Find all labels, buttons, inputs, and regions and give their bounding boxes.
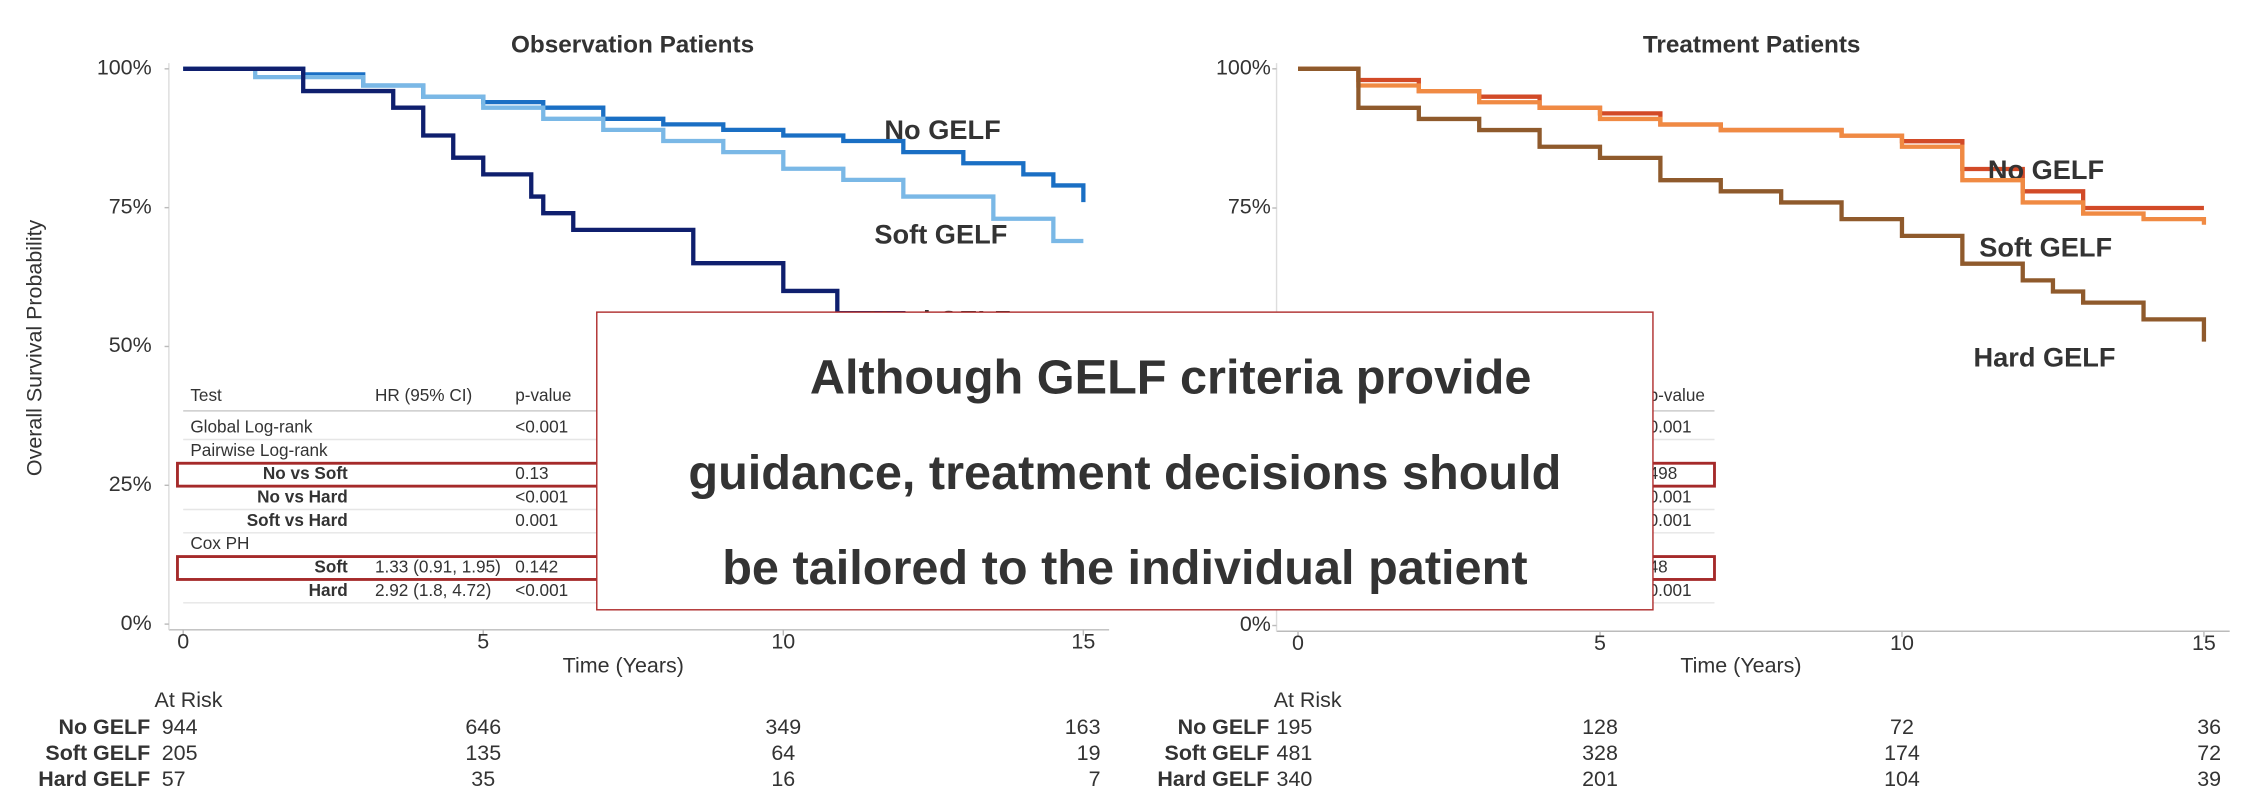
at-risk-count: 36 — [2197, 715, 2221, 739]
y-tick-label: 0% — [1240, 612, 1271, 636]
at-risk-count: 104 — [1884, 767, 1920, 791]
at-risk-count: 328 — [1582, 741, 1618, 765]
curve-label: Soft GELF — [1979, 231, 2112, 262]
y-axis-label: Overall Survival Probability — [22, 219, 46, 476]
at-risk-count: 19 — [1077, 741, 1101, 765]
at-risk-count: 64 — [771, 741, 795, 765]
table-cell: 1.33 (0.91, 1.95) — [375, 557, 501, 577]
table-cell: Pairwise Log-rank — [190, 440, 328, 460]
x-tick-label: 10 — [1890, 631, 1914, 655]
at-risk-label: Soft GELF — [1165, 741, 1270, 765]
table-cell: 0.001 — [515, 510, 558, 530]
at-risk-count: 646 — [465, 715, 501, 739]
survival-curve — [1298, 66, 2207, 225]
table-cell: No vs Soft — [263, 463, 348, 483]
chart-title: Observation Patients — [511, 31, 754, 58]
at-risk-count: 174 — [1884, 741, 1920, 765]
y-tick-label: 100% — [1216, 56, 1271, 80]
at-risk-count: 57 — [162, 767, 186, 791]
x-tick-label: 10 — [771, 629, 795, 653]
at-risk-count: 195 — [1277, 715, 1313, 739]
chart-title: Treatment Patients — [1643, 31, 1861, 58]
table-cell: 0.001 — [1649, 417, 1692, 437]
table-header: Test — [190, 385, 222, 405]
table-cell: <0.001 — [515, 417, 568, 437]
table-bg — [177, 379, 599, 607]
table-cell: 0.001 — [1649, 487, 1692, 507]
x-tick-label: 5 — [1594, 631, 1606, 655]
at-risk-count: 205 — [162, 741, 198, 765]
table-cell: Hard — [309, 580, 348, 600]
x-axis-label: Time (Years) — [1680, 654, 1801, 678]
at-risk-count: 201 — [1582, 767, 1618, 791]
at-risk-count: 39 — [2197, 767, 2221, 791]
at-risk-label: No GELF — [1178, 715, 1270, 739]
at-risk-label: Hard GELF — [1157, 767, 1269, 791]
survival-curve — [1298, 66, 2207, 342]
y-tick-label: 100% — [97, 56, 152, 80]
table-header: p-value — [515, 385, 571, 405]
table-cell: 498 — [1649, 463, 1678, 483]
y-tick-label: 25% — [109, 472, 152, 496]
x-tick-label: 0 — [1292, 631, 1304, 655]
at-risk-title: At Risk — [155, 688, 223, 712]
at-risk-count: 35 — [471, 767, 495, 791]
x-tick-label: 15 — [2192, 631, 2216, 655]
at-risk-label: Soft GELF — [45, 741, 150, 765]
at-risk-count: 16 — [771, 767, 795, 791]
at-risk-count: 72 — [2197, 741, 2221, 765]
table-cell: 0.001 — [1649, 580, 1692, 600]
callout-text: guidance, treatment decisions should — [688, 446, 1561, 500]
at-risk-count: 72 — [1890, 715, 1914, 739]
at-risk-count: 7 — [1089, 767, 1101, 791]
curve-label: No GELF — [884, 114, 1000, 145]
table-header: HR (95% CI) — [375, 385, 472, 405]
at-risk-count: 163 — [1065, 715, 1101, 739]
x-axis-label: Time (Years) — [563, 654, 684, 678]
at-risk-count: 349 — [765, 715, 801, 739]
x-tick-label: 0 — [177, 629, 189, 653]
curve-label: Hard GELF — [1974, 342, 2116, 373]
at-risk-count: 128 — [1582, 715, 1618, 739]
table-cell: Soft vs Hard — [247, 510, 348, 530]
table-cell: Global Log-rank — [190, 417, 312, 437]
x-tick-label: 5 — [477, 629, 489, 653]
at-risk-label: Hard GELF — [38, 767, 150, 791]
curve-label: Soft GELF — [874, 218, 1007, 249]
table-cell: 2.92 (1.8, 4.72) — [375, 580, 491, 600]
table-cell: No vs Hard — [257, 487, 348, 507]
y-tick-label: 75% — [109, 194, 152, 218]
y-tick-label: 75% — [1228, 195, 1271, 219]
at-risk-count: 944 — [162, 715, 198, 739]
at-risk-title: At Risk — [1274, 688, 1342, 712]
callout-box — [596, 311, 1654, 611]
callout-text: Although GELF criteria provide — [810, 351, 1532, 405]
at-risk-count: 481 — [1277, 741, 1313, 765]
x-tick-label: 15 — [1071, 629, 1095, 653]
callout-text: be tailored to the individual patient — [722, 541, 1527, 595]
at-risk-label: No GELF — [59, 715, 151, 739]
table-header: p-value — [1649, 385, 1705, 405]
y-tick-label: 50% — [109, 333, 152, 357]
table-cell: 0.13 — [515, 463, 548, 483]
table-cell: Cox PH — [190, 533, 249, 553]
at-risk-count: 340 — [1277, 767, 1313, 791]
survival-curve — [183, 66, 1084, 244]
table-cell: 0.001 — [1649, 510, 1692, 530]
table-cell: 0.142 — [515, 557, 558, 577]
table-cell: <0.001 — [515, 580, 568, 600]
at-risk-count: 135 — [465, 741, 501, 765]
table-cell: <0.001 — [515, 487, 568, 507]
table-cell: Soft — [314, 557, 348, 577]
y-tick-label: 0% — [121, 611, 152, 635]
